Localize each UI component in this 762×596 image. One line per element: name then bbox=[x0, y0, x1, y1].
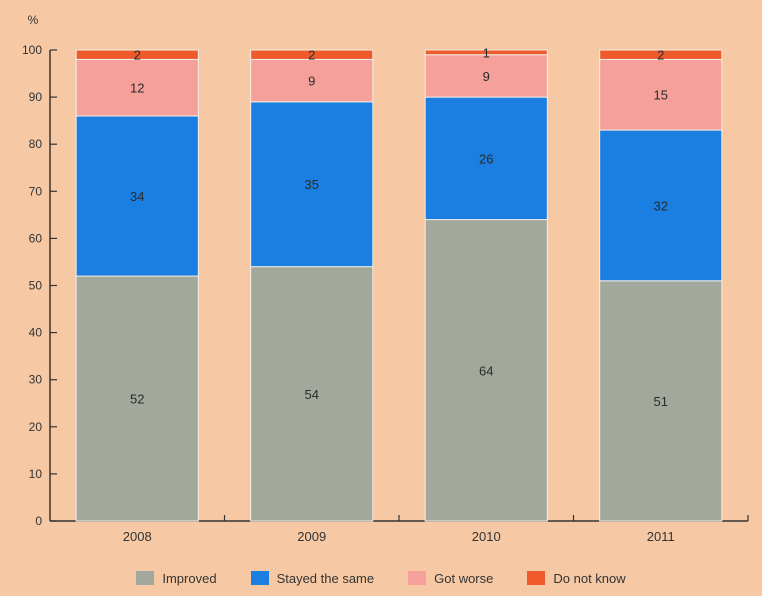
y-tick-label: 20 bbox=[29, 420, 43, 434]
bar-value-label: 2 bbox=[657, 48, 664, 63]
bar-stack-group bbox=[75, 49, 723, 522]
bar-segment-improved bbox=[424, 219, 548, 522]
legend-label: Got worse bbox=[434, 570, 494, 586]
legend-label: Improved bbox=[162, 570, 217, 586]
legend-swatch bbox=[136, 571, 155, 585]
y-tick-label: 50 bbox=[29, 279, 43, 293]
bar-value-label: 54 bbox=[305, 387, 319, 402]
y-tick-label: 40 bbox=[29, 326, 43, 340]
bar-segment-do-not-know bbox=[424, 49, 548, 56]
y-tick-label: 80 bbox=[29, 137, 43, 151]
y-tick-label: 100 bbox=[22, 43, 42, 57]
bar-value-label: 26 bbox=[479, 151, 493, 166]
legend-label: Do not know bbox=[553, 570, 626, 586]
bar-segment-stayed-the-same bbox=[75, 115, 199, 277]
y-tick-label: 70 bbox=[29, 184, 43, 198]
legend-swatch bbox=[527, 571, 546, 585]
y-tick-label: 90 bbox=[29, 90, 43, 104]
x-axis-ticks: 2008 2009 2010 2011 bbox=[123, 515, 749, 544]
legend: Improved Stayed the same Got worse Do not k… bbox=[0, 566, 762, 590]
bar-value-label: 32 bbox=[654, 198, 668, 213]
x-tick-label: 2011 bbox=[647, 529, 675, 544]
bar-value-label: 1 bbox=[483, 45, 490, 60]
bar-segment-improved bbox=[75, 275, 199, 522]
legend-swatch bbox=[250, 571, 269, 585]
bar-segment-got-worse bbox=[424, 54, 548, 98]
y-tick-label: 30 bbox=[29, 373, 43, 387]
bar-value-label: 9 bbox=[483, 69, 490, 84]
legend-item: Stayed the same bbox=[250, 570, 375, 586]
bar-value-label: 52 bbox=[130, 392, 144, 407]
bar-segment-stayed-the-same bbox=[250, 101, 374, 268]
x-tick-label: 2009 bbox=[297, 529, 326, 544]
y-axis-ticks: 0 10 20 30 40 50 60 70 80 90 100 bbox=[22, 43, 57, 528]
bar-segment-got-worse bbox=[599, 58, 723, 131]
x-tick-label: 2010 bbox=[472, 529, 501, 544]
bar-value-label: 51 bbox=[654, 394, 668, 409]
bar-value-label: 15 bbox=[654, 88, 668, 103]
y-tick-label: 10 bbox=[29, 467, 43, 481]
y-unit-label: % bbox=[28, 13, 39, 27]
bar-value-label: 2 bbox=[134, 48, 141, 63]
bar-value-label: 35 bbox=[305, 177, 319, 192]
bar-value-label: 2 bbox=[308, 48, 315, 63]
y-tick-label: 60 bbox=[29, 231, 43, 245]
bar-segment-do-not-know bbox=[250, 49, 374, 60]
bar-segment-got-worse bbox=[75, 58, 199, 117]
bar-segment-got-worse bbox=[250, 58, 374, 103]
bar-segment-stayed-the-same bbox=[424, 96, 548, 221]
bar-value-label: 9 bbox=[308, 74, 315, 89]
legend-label: Stayed the same bbox=[276, 570, 375, 586]
x-tick-label: 2008 bbox=[123, 529, 152, 544]
legend-swatch bbox=[408, 571, 427, 585]
bar-segment-stayed-the-same bbox=[599, 129, 723, 282]
y-tick-label: 0 bbox=[35, 514, 42, 528]
bar-value-label: 12 bbox=[130, 81, 144, 96]
bar-segment-improved bbox=[599, 280, 723, 522]
legend-item: Do not know bbox=[527, 570, 626, 586]
bar-segment-improved bbox=[250, 266, 374, 522]
bar-segment-do-not-know bbox=[599, 49, 723, 60]
bar-value-label: 64 bbox=[479, 363, 493, 378]
legend-item: Improved bbox=[136, 570, 217, 586]
bar-segment-do-not-know bbox=[75, 49, 199, 60]
bar-label-group: 52 34 12 2 54 35 9 2 64 26 9 1 51 32 15 2 bbox=[130, 45, 668, 409]
bar-value-label: 34 bbox=[130, 189, 144, 204]
legend-item: Got worse bbox=[408, 571, 493, 586]
